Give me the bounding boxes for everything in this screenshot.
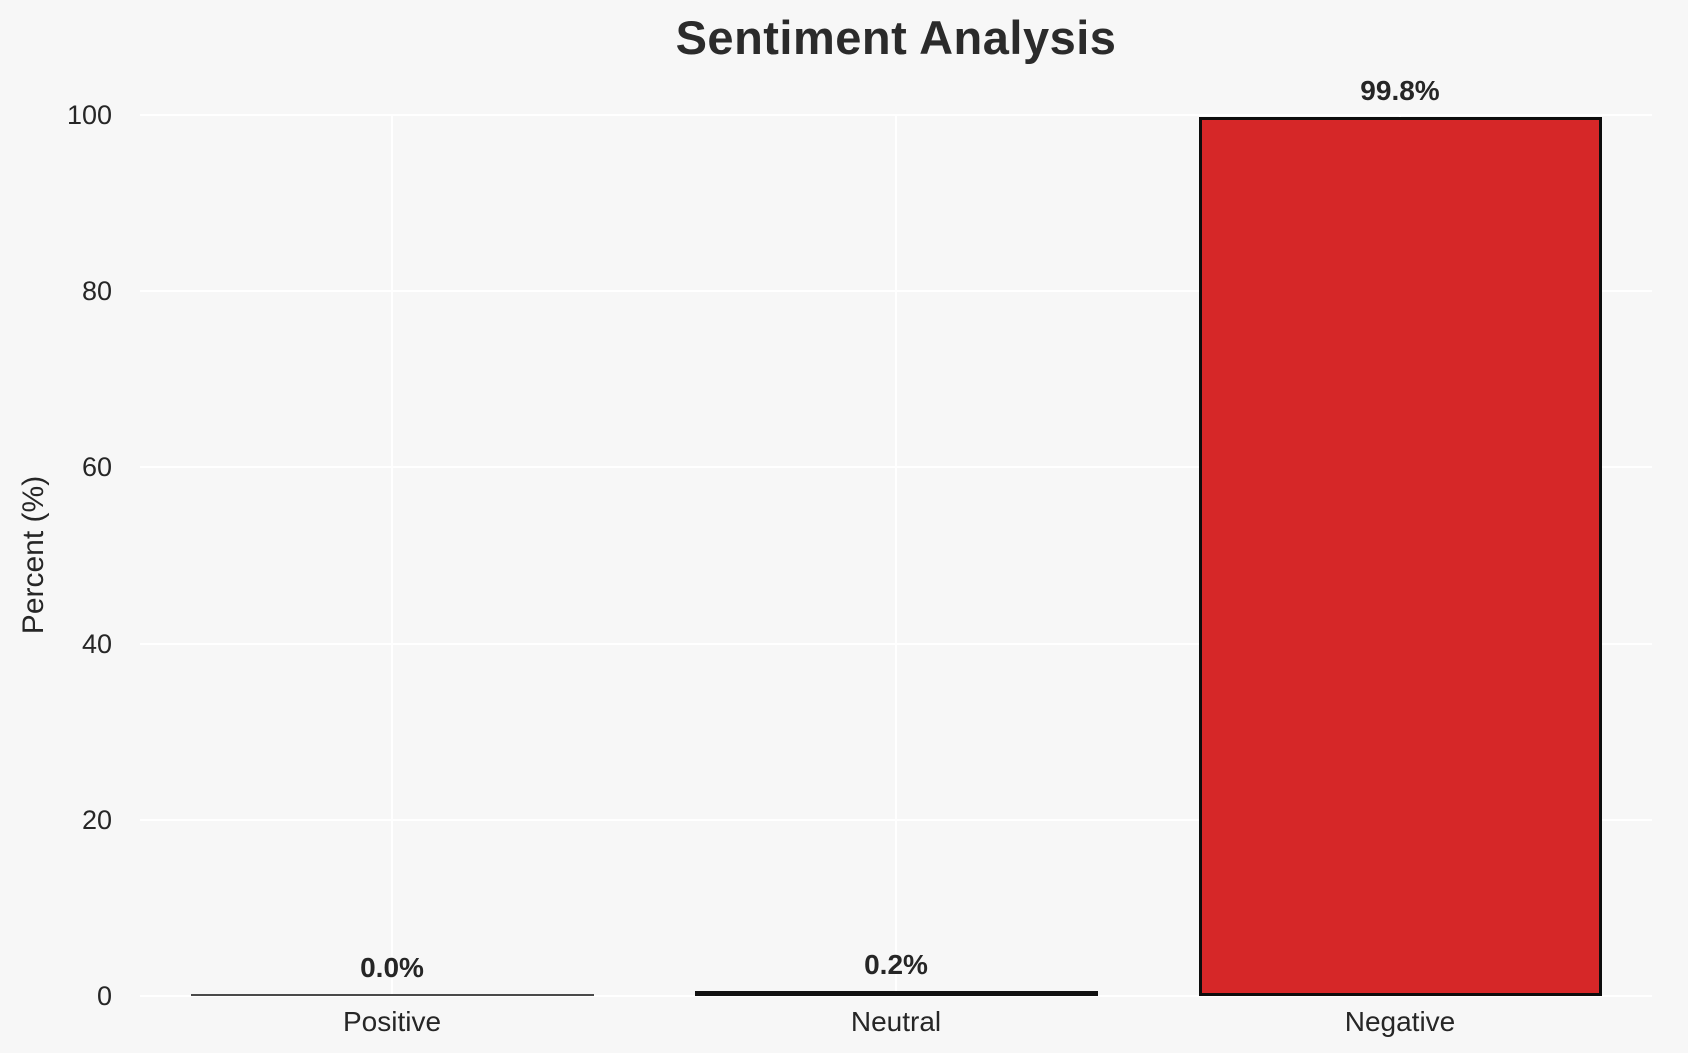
value-label-positive: 0.0% bbox=[360, 952, 424, 983]
chart-title: Sentiment Analysis bbox=[675, 11, 1117, 64]
value-label-neutral: 0.2% bbox=[864, 949, 928, 980]
x-gridline bbox=[391, 115, 393, 996]
y-tick-label: 100 bbox=[66, 100, 112, 130]
bar-neutral bbox=[695, 991, 1098, 996]
bar-negative bbox=[1199, 117, 1602, 996]
x-tick-label-negative: Negative bbox=[1344, 1006, 1456, 1037]
y-tick-label: 40 bbox=[81, 628, 112, 659]
y-tick-label: 20 bbox=[81, 804, 112, 835]
x-gridline bbox=[895, 115, 897, 996]
y-tick-label: 0 bbox=[96, 981, 112, 1011]
bar-positive bbox=[191, 994, 594, 996]
x-tick-label-neutral: Neutral bbox=[850, 1006, 942, 1037]
value-label-negative: 99.8% bbox=[1360, 75, 1440, 106]
y-gridline bbox=[140, 995, 1652, 997]
x-tick-label-positive: Positive bbox=[342, 1006, 442, 1037]
y-tick-label: 60 bbox=[81, 452, 112, 483]
y-tick-label: 80 bbox=[81, 276, 112, 307]
